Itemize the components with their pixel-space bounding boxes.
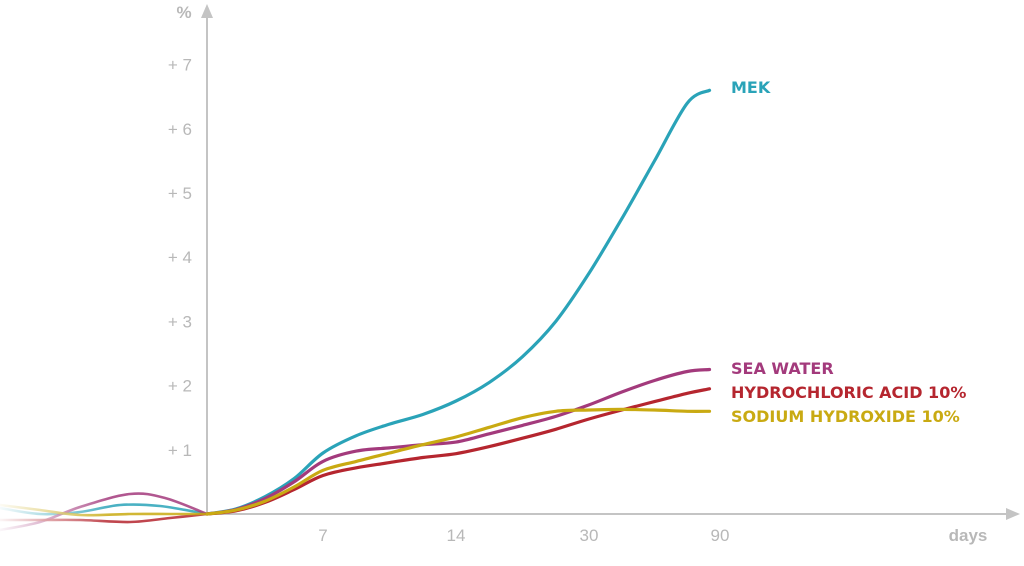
y-axis-label: %: [176, 3, 191, 22]
x-tick-label: 30: [580, 526, 599, 545]
y-tick-label: + 3: [168, 312, 192, 331]
series-label: HYDROCHLORIC ACID 10%: [731, 383, 966, 402]
y-tick-label: + 6: [168, 120, 192, 139]
series-line: [205, 387, 712, 516]
series-line: [205, 407, 712, 516]
y-tick-label: + 1: [168, 441, 192, 460]
series-line: [205, 88, 712, 516]
series-label: SEA WATER: [731, 359, 834, 378]
y-tick-label: + 5: [168, 184, 192, 203]
series-line: [205, 367, 712, 516]
y-tick-label: + 2: [168, 377, 192, 396]
y-tick-label: + 4: [168, 248, 192, 267]
tail-fade: [0, 480, 110, 540]
x-axis-label: days: [949, 526, 988, 545]
y-axis-arrow: [201, 4, 213, 18]
x-tick-label: 90: [711, 526, 730, 545]
x-tick-label: 7: [318, 526, 327, 545]
y-tick-label: + 7: [168, 56, 192, 75]
x-axis-arrow: [1006, 508, 1020, 520]
x-tick-label: 14: [447, 526, 466, 545]
series-label: SODIUM HYDROXIDE 10%: [731, 407, 960, 426]
series-label: MEK: [731, 78, 771, 97]
